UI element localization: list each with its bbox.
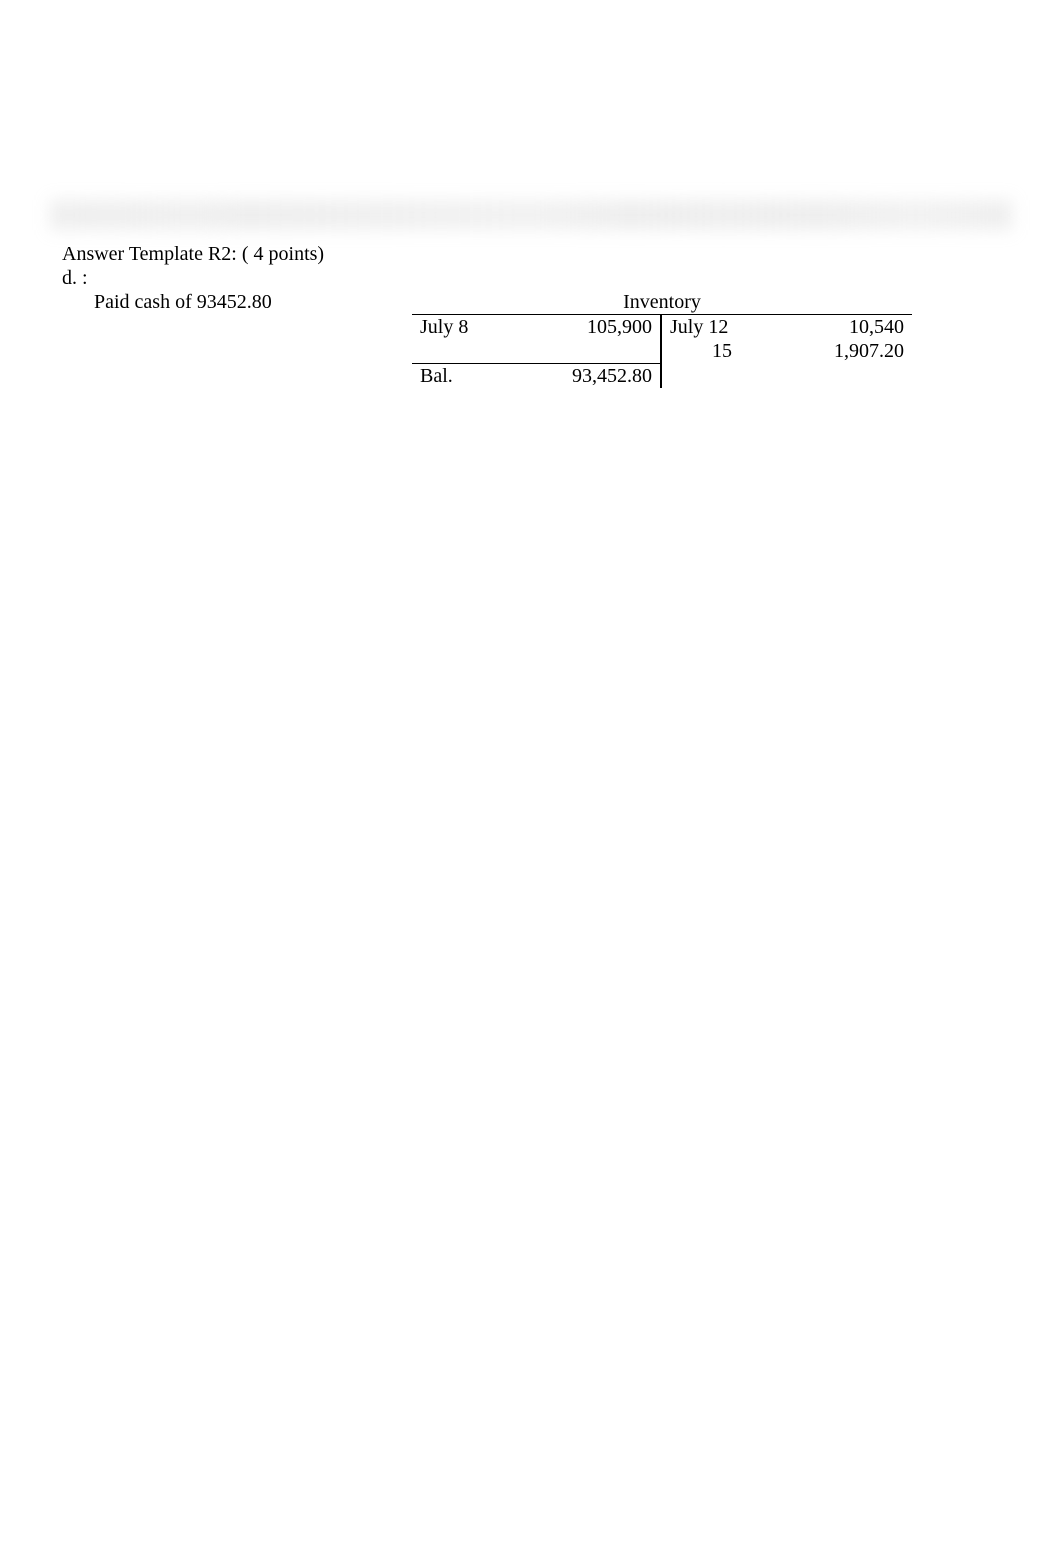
credit-value: 10,540 <box>849 315 904 339</box>
part-label: d. : <box>62 266 1000 290</box>
t-account-title: Inventory <box>412 290 912 315</box>
t-account-body: July 8 105,900 Bal. 93,452.80 July 12 1 <box>412 315 912 388</box>
balance-label: Bal. <box>420 364 453 388</box>
balance-amount: 93,452.80 <box>572 365 652 387</box>
table-row: July 12 10,540 <box>662 315 912 339</box>
balance-row: Bal. 93,452.80 <box>412 363 660 388</box>
answer-amount: 93452.80 <box>197 291 272 313</box>
empty-row <box>412 339 660 363</box>
t-account-debit-side: July 8 105,900 Bal. 93,452.80 <box>412 315 662 388</box>
credit-date: 15 <box>670 339 732 363</box>
answer-prefix: Paid cash of <box>94 291 197 313</box>
credit-date: July 12 <box>670 315 728 339</box>
credit-value: 1,907.20 <box>834 339 904 363</box>
balance-value: 93,452.80 <box>572 364 652 388</box>
answer-layout-row: Paid cash of 93452.80 Inventory July 8 1… <box>62 290 1000 388</box>
template-heading: Answer Template R2: ( 4 points) <box>62 242 1000 266</box>
debit-value: 105,900 <box>587 315 652 339</box>
debit-date: July 8 <box>420 315 468 339</box>
t-account-inventory: Inventory July 8 105,900 Bal. 93,452.80 <box>412 290 912 388</box>
t-account-credit-side: July 12 10,540 15 1,907.20 <box>662 315 912 388</box>
left-answer-block: Paid cash of 93452.80 <box>62 290 412 314</box>
table-row: 15 1,907.20 <box>662 339 912 363</box>
blurred-header-region <box>50 200 1012 230</box>
table-row: July 8 105,900 <box>412 315 660 339</box>
content-area: Answer Template R2: ( 4 points) d. : Pai… <box>62 242 1000 388</box>
answer-text: Paid cash of 93452.80 <box>62 290 412 314</box>
